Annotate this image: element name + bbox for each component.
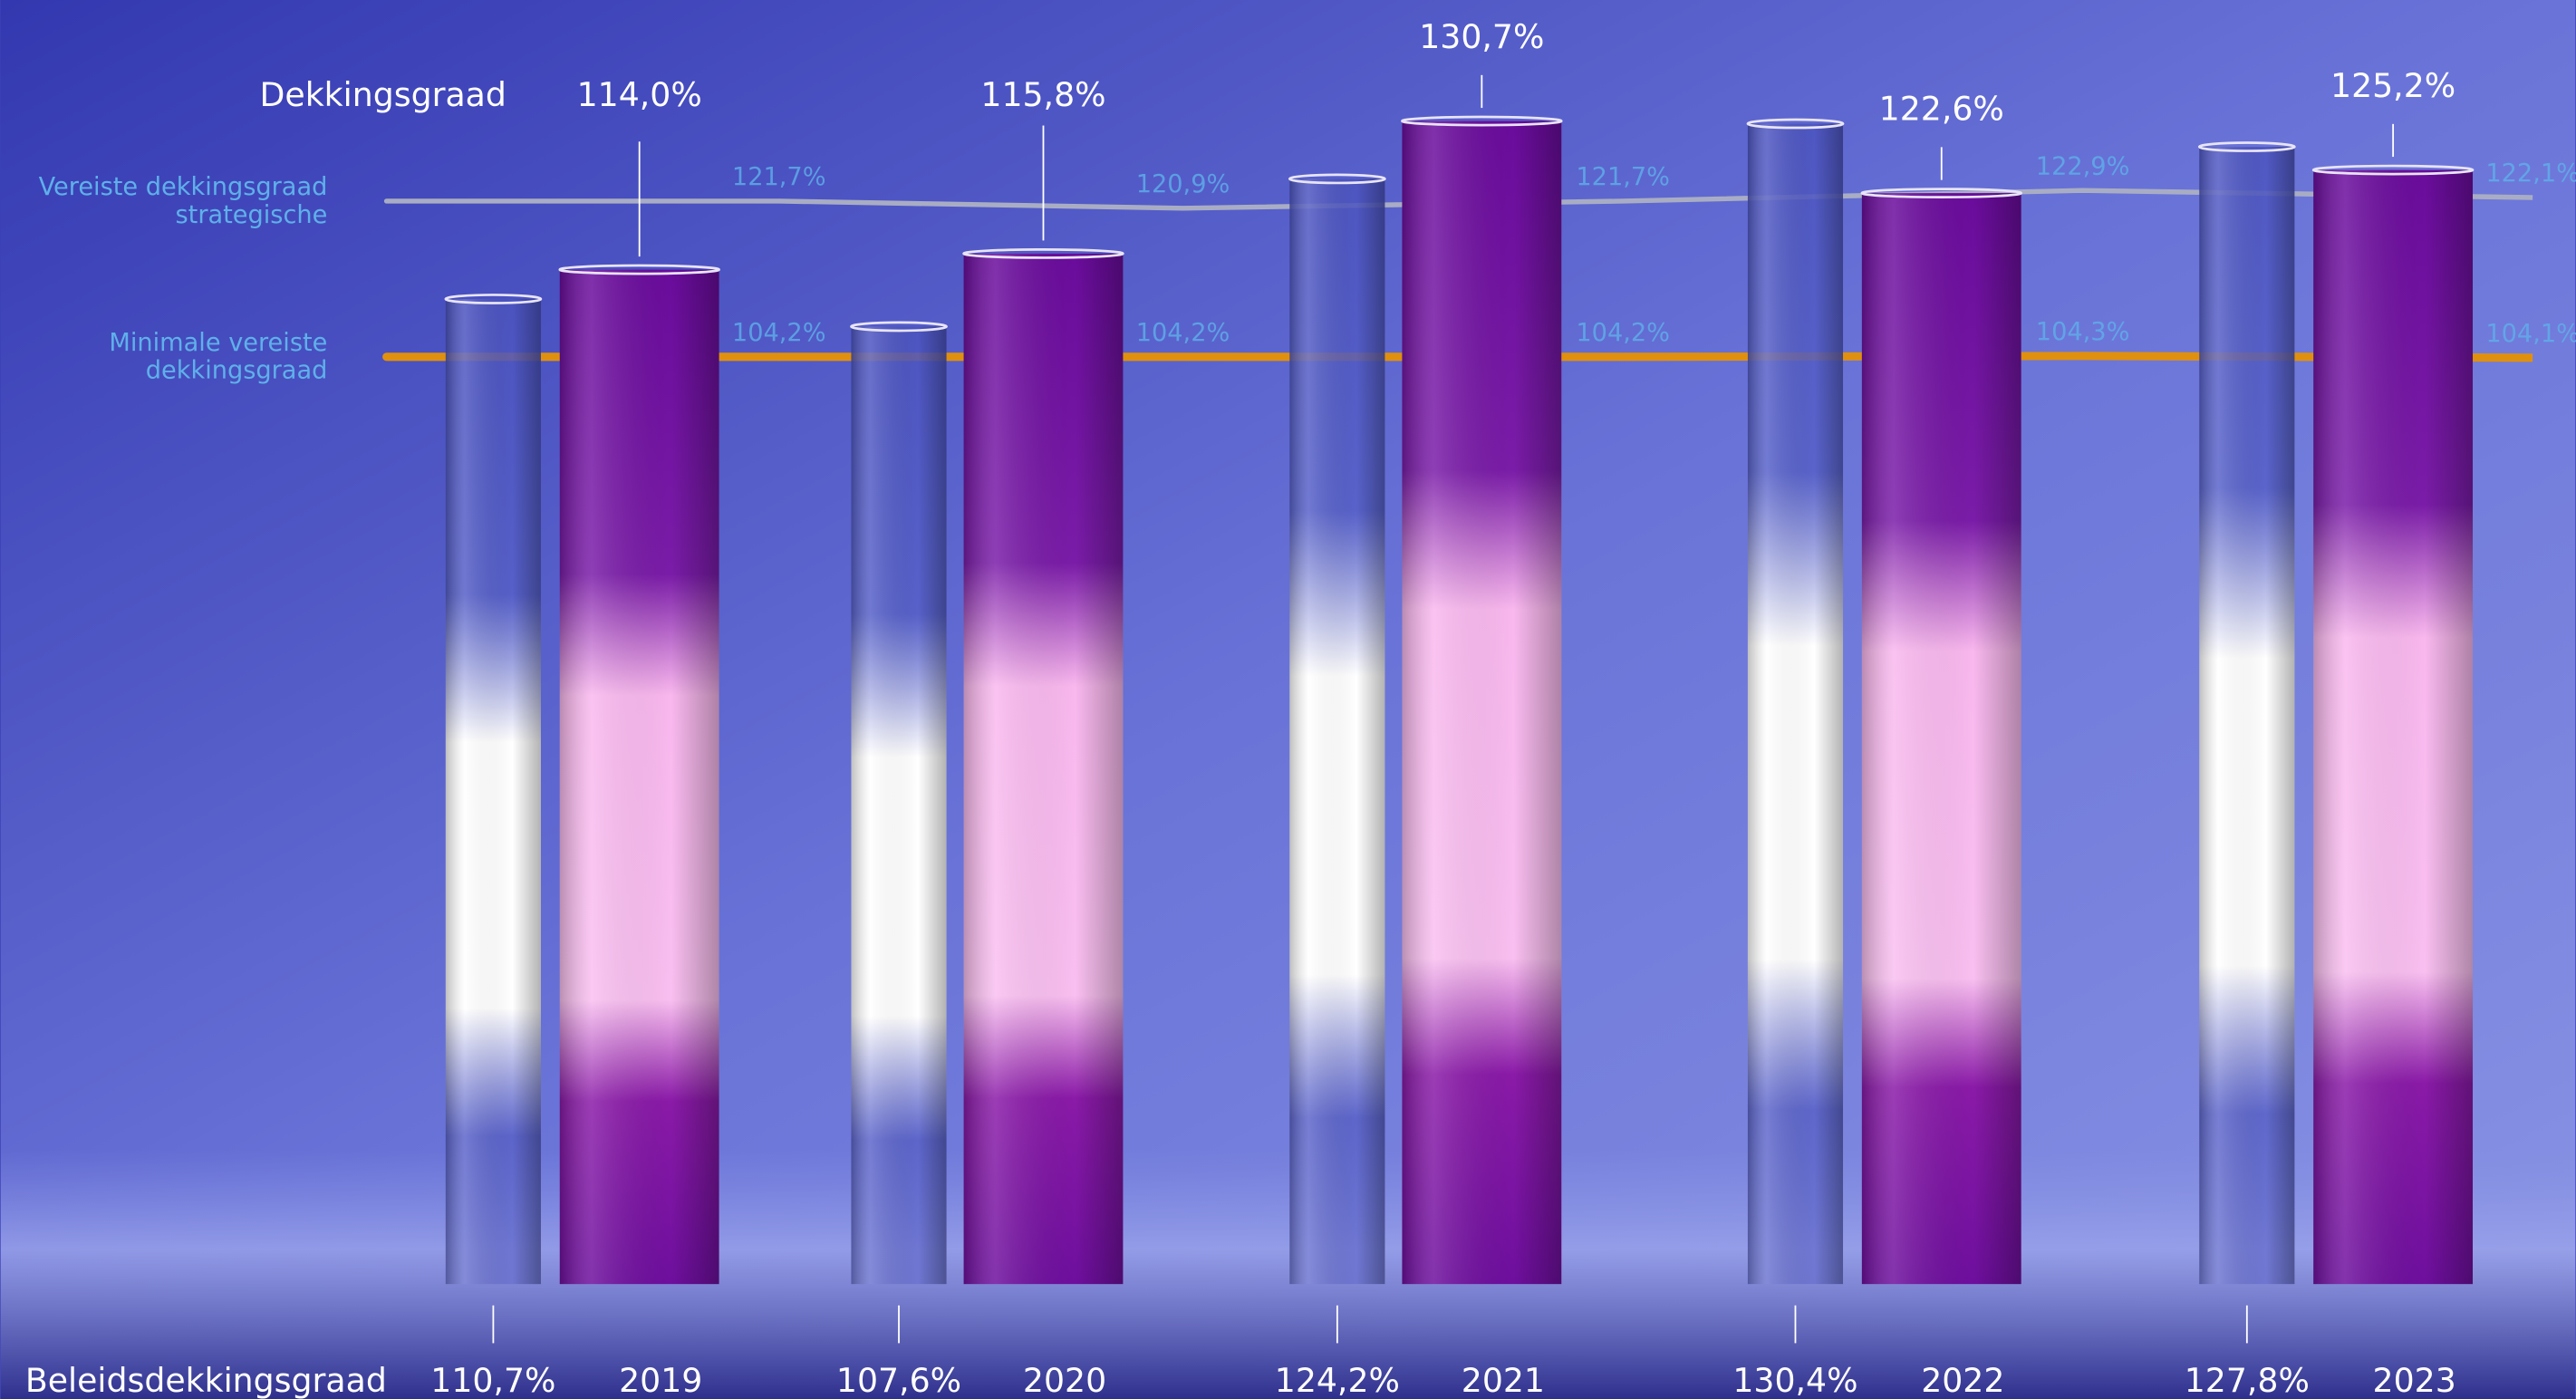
tube-shade [445, 298, 541, 1285]
value-label: 104,2% [732, 319, 826, 347]
value-label: 104,2% [1576, 319, 1670, 347]
tube-rim [2197, 141, 2296, 152]
tube-shade [2313, 169, 2474, 1285]
floor [0, 1149, 2576, 1399]
tube-shade [851, 326, 947, 1285]
tube-rim [444, 294, 543, 304]
value-label: 104,1% [2485, 320, 2576, 348]
value-label: 114,0% [577, 75, 702, 114]
value-label: 130,7% [1419, 17, 1544, 56]
legend-label: strategische [176, 201, 328, 229]
tube-rim [1746, 118, 1845, 130]
tube-rim [1860, 188, 2023, 199]
value-label: 130,4% [1732, 1361, 1857, 1399]
x-tick-label: 2019 [619, 1361, 702, 1399]
tube-rim [1401, 115, 1563, 127]
value-label: 104,2% [1136, 319, 1230, 347]
x-tick-label: 2023 [2373, 1361, 2456, 1399]
legend-label: Vereiste dekkingsgraad [39, 173, 328, 201]
tube-shade [2199, 147, 2295, 1285]
tube-shade [559, 269, 719, 1285]
value-label: 115,8% [980, 75, 1105, 114]
value-label: 122,6% [1879, 90, 2004, 129]
legend-label: Dekkingsgraad [259, 75, 506, 114]
tube-rim [2311, 164, 2475, 176]
tube-shade [963, 253, 1124, 1285]
x-tick-label: 2020 [1023, 1361, 1106, 1399]
value-label: 124,2% [1275, 1361, 1400, 1399]
tube-rim [558, 264, 720, 275]
legend-label: Minimale vereiste [109, 329, 327, 357]
tube-rim [1288, 173, 1386, 185]
value-label: 127,8% [2185, 1361, 2310, 1399]
value-label: 110,7% [430, 1361, 555, 1399]
tube-rim [850, 321, 948, 333]
value-label: 120,9% [1136, 170, 1230, 198]
value-label: 107,6% [836, 1361, 961, 1399]
legend-label: dekkingsgraad [146, 357, 328, 385]
tube-shade [1861, 193, 2021, 1285]
tube-shade [1747, 123, 1844, 1285]
value-label: 104,3% [2036, 318, 2130, 346]
tube-shade [1402, 121, 1562, 1285]
x-tick-label: 2021 [1462, 1361, 1545, 1399]
value-label: 121,7% [1576, 163, 1670, 191]
tube-shade [1289, 178, 1385, 1285]
x-tick-label: 2022 [1921, 1361, 2004, 1399]
value-label: 122,1% [2485, 159, 2576, 188]
tube-rim [962, 248, 1124, 259]
value-label: 125,2% [2330, 66, 2455, 105]
value-label: 121,7% [732, 163, 826, 191]
legend-label: Beleidsdekkingsgraad [25, 1361, 387, 1399]
value-label: 122,9% [2036, 152, 2130, 180]
